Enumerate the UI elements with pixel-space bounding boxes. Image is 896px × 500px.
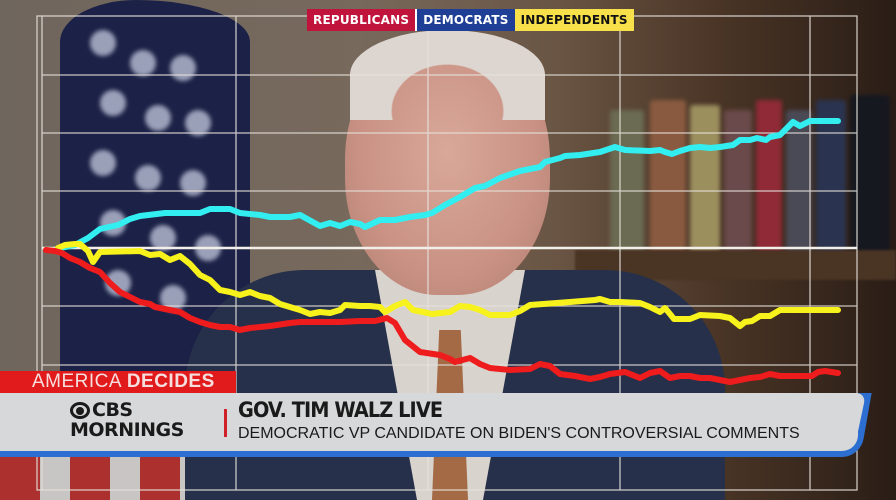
chart-legend: REPUBLICANS DEMOCRATS INDEPENDENTS	[307, 9, 634, 31]
logo-cbs-text: CBS	[92, 399, 133, 421]
lower-third-divider	[224, 409, 227, 437]
legend-independents: INDEPENDENTS	[514, 9, 634, 31]
cbs-mornings-logo: CBS MORNINGS	[70, 401, 184, 440]
cbs-eye-icon	[70, 402, 90, 419]
legend-democrats: DEMOCRATS	[417, 9, 515, 31]
lower-third: CBS MORNINGS GOV. TIM WALZ LIVE DEMOCRAT…	[0, 393, 858, 451]
america-decides-banner: AMERICA DECIDES	[0, 371, 236, 393]
banner-word-2: DECIDES	[126, 371, 215, 392]
banner-text: AMERICA DECIDES	[32, 371, 215, 393]
democrats-line	[57, 118, 841, 251]
logo-mornings-text: MORNINGS	[70, 419, 184, 441]
banner-word-1: AMERICA	[32, 371, 122, 392]
independents-line	[55, 241, 841, 329]
republicans-line	[43, 247, 841, 385]
headline: GOV. TIM WALZ LIVE	[238, 398, 443, 422]
legend-republicans: REPUBLICANS	[307, 9, 418, 31]
subheadline: DEMOCRATIC VP CANDIDATE ON BIDEN'S CONTR…	[238, 425, 800, 442]
